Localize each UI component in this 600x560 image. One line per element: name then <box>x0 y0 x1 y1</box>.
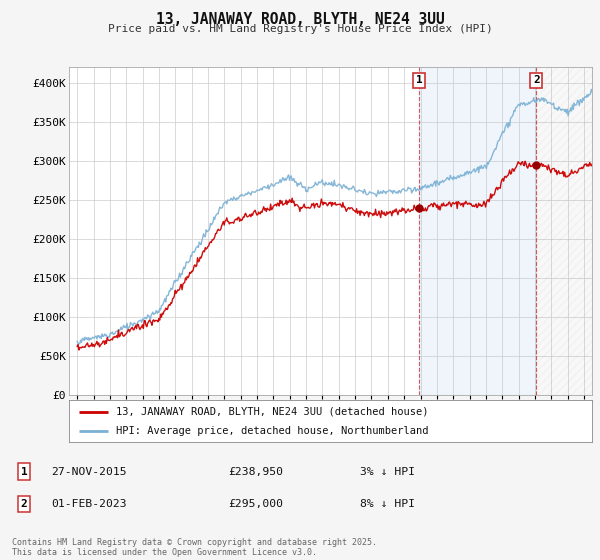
Text: 8% ↓ HPI: 8% ↓ HPI <box>360 499 415 509</box>
Bar <box>536 67 592 395</box>
Text: Price paid vs. HM Land Registry's House Price Index (HPI): Price paid vs. HM Land Registry's House … <box>107 24 493 34</box>
Text: HPI: Average price, detached house, Northumberland: HPI: Average price, detached house, Nort… <box>116 426 428 436</box>
Text: 1: 1 <box>416 76 422 85</box>
Text: 2: 2 <box>20 499 28 509</box>
Text: 13, JANAWAY ROAD, BLYTH, NE24 3UU: 13, JANAWAY ROAD, BLYTH, NE24 3UU <box>155 12 445 27</box>
Text: Contains HM Land Registry data © Crown copyright and database right 2025.
This d: Contains HM Land Registry data © Crown c… <box>12 538 377 557</box>
Text: 2: 2 <box>533 76 539 85</box>
Text: £295,000: £295,000 <box>228 499 283 509</box>
Bar <box>419 67 536 395</box>
Text: 27-NOV-2015: 27-NOV-2015 <box>51 466 127 477</box>
Text: 13, JANAWAY ROAD, BLYTH, NE24 3UU (detached house): 13, JANAWAY ROAD, BLYTH, NE24 3UU (detac… <box>116 407 428 417</box>
Text: 3% ↓ HPI: 3% ↓ HPI <box>360 466 415 477</box>
Text: £238,950: £238,950 <box>228 466 283 477</box>
Text: 1: 1 <box>20 466 28 477</box>
Text: 01-FEB-2023: 01-FEB-2023 <box>51 499 127 509</box>
